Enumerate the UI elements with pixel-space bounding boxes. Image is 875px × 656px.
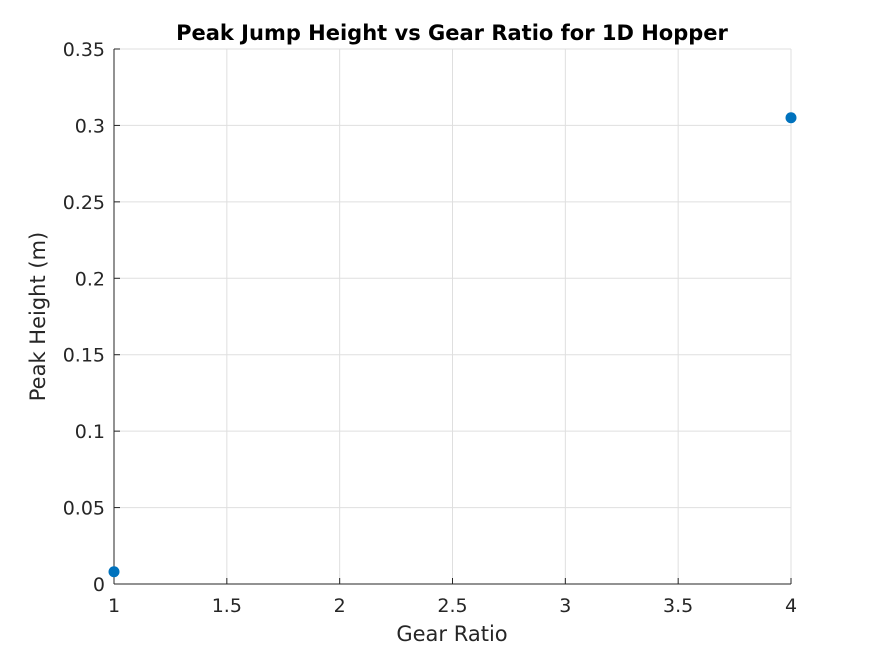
data-point bbox=[785, 112, 797, 124]
y-tick-label: 0 bbox=[93, 574, 105, 596]
y-axis-label: Peak Height (m) bbox=[26, 232, 50, 401]
y-tick-label: 0.05 bbox=[63, 498, 105, 520]
y-tick-label: 0.15 bbox=[63, 345, 105, 367]
x-axis-label: Gear Ratio bbox=[396, 622, 507, 646]
x-tick-label: 2 bbox=[334, 595, 346, 617]
x-tick-label: 1.5 bbox=[212, 595, 242, 617]
y-tick-label: 0.2 bbox=[75, 268, 105, 290]
ticks: 1 1.5 2 2.5 3 3.5 4 0 0.05 0.1 0.15 0.2 0.25 0.3 0.35 bbox=[63, 39, 797, 617]
data-point bbox=[108, 566, 120, 578]
x-tick-label: 3 bbox=[559, 595, 571, 617]
chart-title: Peak Jump Height vs Gear Ratio for 1D Ho… bbox=[176, 21, 728, 45]
y-tick-label: 0.1 bbox=[75, 421, 105, 443]
x-tick-label: 2.5 bbox=[437, 595, 467, 617]
y-tick-label: 0.25 bbox=[63, 192, 105, 214]
plot-area: 1 1.5 2 2.5 3 3.5 4 0 0.05 0.1 0.15 0.2 0.25 0.3 0.35 bbox=[63, 39, 797, 617]
x-tick-label: 4 bbox=[785, 595, 797, 617]
y-tick-label: 0.3 bbox=[75, 115, 105, 137]
y-tick-label: 0.35 bbox=[63, 39, 105, 61]
x-tick-label: 3.5 bbox=[663, 595, 693, 617]
x-tick-label: 1 bbox=[108, 595, 120, 617]
data-points bbox=[108, 112, 797, 578]
